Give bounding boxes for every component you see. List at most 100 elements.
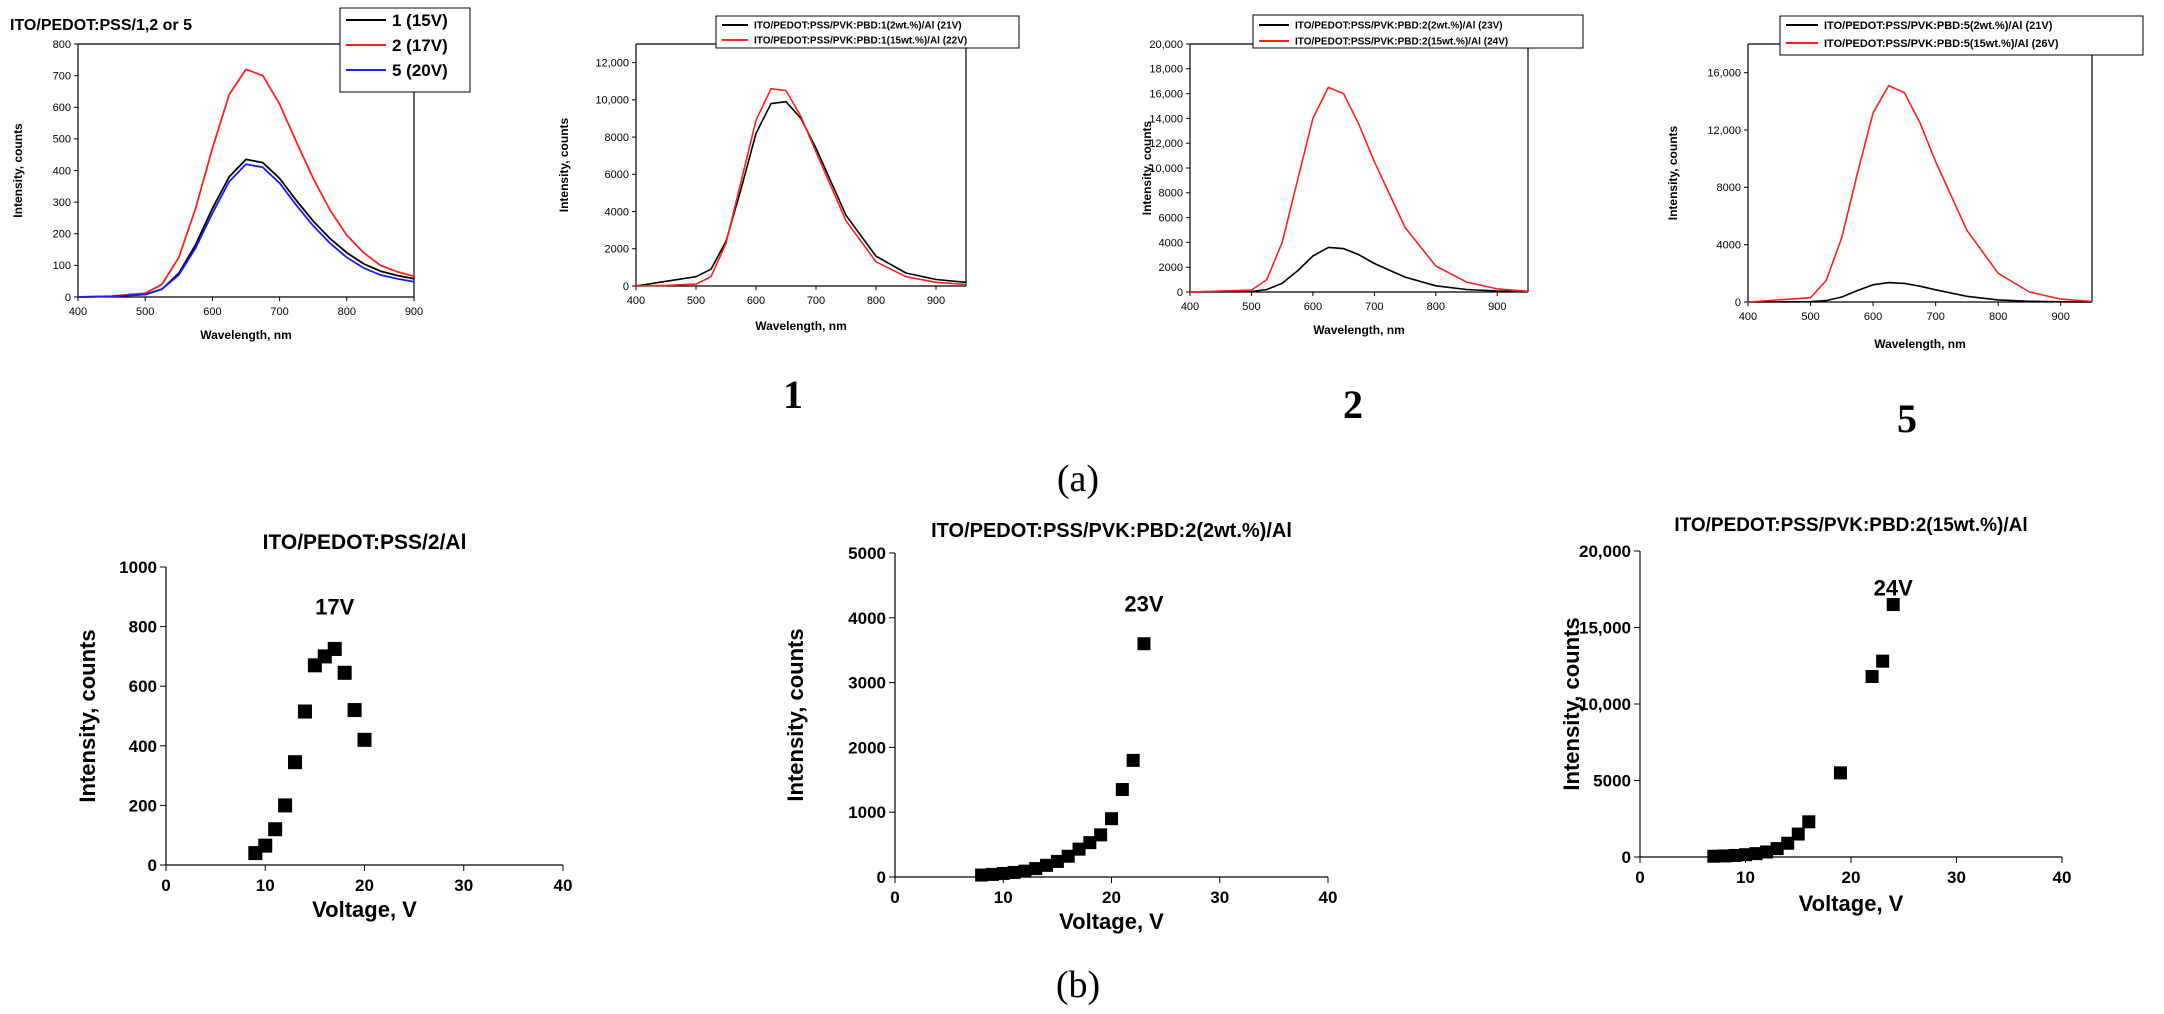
x-tick-label: 500: [136, 306, 154, 318]
data-point: [337, 665, 352, 680]
legend-box: [715, 15, 1020, 49]
x-tick-label: 600: [1304, 301, 1322, 313]
panel-b-label: (b): [1056, 964, 1100, 1006]
data-point: [1886, 598, 1900, 612]
y-tick-label: 500: [53, 134, 71, 146]
x-tick-label: 900: [2052, 311, 2070, 323]
x-tick-label: 10: [1736, 868, 1755, 887]
data-point: [1833, 766, 1847, 780]
y-tick-label: 6000: [605, 169, 629, 181]
y-tick-label: 100: [53, 260, 71, 272]
y-tick-label: 200: [129, 796, 157, 815]
y-tick-label: 5000: [848, 544, 886, 563]
data-point: [357, 732, 372, 747]
x-axis-label: Wavelength, nm: [1874, 337, 1966, 351]
x-axis-label: Voltage, V: [312, 897, 417, 922]
x-tick-label: 40: [1319, 888, 1338, 907]
data-point: [1749, 847, 1763, 861]
y-tick-label: 0: [1177, 287, 1183, 299]
data-point: [1717, 849, 1731, 863]
y-tick-label: 0: [1735, 297, 1741, 309]
legend-entry: ITO/PEDOT:PSS/PVK:PBD:2(2wt.%)/Al (23V): [1295, 21, 1503, 32]
y-tick-label: 12,000: [1149, 138, 1183, 150]
x-axis-label: Voltage, V: [1059, 909, 1164, 934]
x-tick-label: 0: [1635, 868, 1644, 887]
data-point: [1029, 862, 1043, 876]
x-tick-label: 400: [69, 306, 87, 318]
chart-title: ITO/PEDOT:PSS/1,2 or 5: [10, 17, 192, 34]
legend-entry: 1 (15V): [392, 11, 448, 30]
peak-voltage-annotation: 23V: [1124, 591, 1163, 616]
data-point: [1018, 864, 1032, 878]
x-tick-label: 700: [270, 306, 288, 318]
y-tick-label: 800: [53, 39, 71, 51]
x-tick-label: 700: [1926, 311, 1944, 323]
x-tick-label: 20: [1102, 888, 1121, 907]
x-tick-label: 400: [1739, 311, 1757, 323]
data-point: [1781, 836, 1795, 850]
chart-2: 400 500 600 700 800 900 0 2000 4000 6000 8000 10,00…: [557, 15, 1020, 333]
data-point: [985, 867, 999, 881]
legend-box: [1252, 14, 1584, 49]
x-tick-label: 30: [454, 876, 473, 895]
y-tick-label: 20,000: [1149, 39, 1183, 51]
data-point: [1061, 849, 1075, 863]
data-point: [258, 838, 273, 853]
chart-title: ITO/PEDOT:PSS/2/Al: [263, 531, 467, 554]
x-tick-label: 800: [867, 295, 885, 307]
y-tick-label: 400: [129, 737, 157, 756]
data-point: [1040, 858, 1054, 872]
y-tick-label: 600: [129, 677, 157, 696]
x-tick-label: 500: [1801, 311, 1819, 323]
x-tick-label: 900: [1488, 301, 1506, 313]
data-point: [1007, 865, 1021, 879]
y-tick-label: 4000: [1717, 240, 1741, 252]
y-tick-label: 16,000: [1707, 68, 1741, 80]
chart-4: 400 500 600 700 800 900 0 4000 8000 12,000 16,000 W…: [1666, 15, 2144, 351]
y-tick-label: 5000: [1593, 771, 1631, 790]
y-tick-label: 12,000: [1707, 125, 1741, 137]
x-tick-label: 20: [355, 876, 374, 895]
y-axis-label: Intensity, counts: [1666, 125, 1680, 220]
y-tick-label: 0: [65, 292, 71, 304]
y-tick-label: 400: [53, 165, 71, 177]
x-tick-label: 30: [1210, 888, 1229, 907]
y-tick-label: 4000: [848, 609, 886, 628]
x-axis-label: Wavelength, nm: [1313, 323, 1405, 337]
data-point: [1876, 654, 1890, 668]
sublabel-5: 5: [1897, 396, 1917, 441]
x-tick-label: 40: [2053, 868, 2072, 887]
y-axis-label: Intensity, counts: [11, 123, 25, 218]
peak-voltage-annotation: 17V: [315, 595, 354, 620]
y-tick-label: 10,000: [1149, 163, 1183, 175]
x-tick-label: 600: [747, 295, 765, 307]
y-axis-label: Intensity, counts: [75, 629, 100, 802]
y-axis-label: Intensity, counts: [1140, 120, 1154, 215]
y-tick-label: 18,000: [1149, 64, 1183, 76]
y-tick-label: 0: [623, 281, 629, 293]
x-tick-label: 700: [807, 295, 825, 307]
series-line-1: [1747, 281, 2093, 303]
y-tick-label: 10,000: [595, 95, 629, 107]
x-tick-label: 10: [256, 876, 275, 895]
legend-box: [339, 7, 471, 93]
x-tick-label: 30: [1947, 868, 1966, 887]
y-axis-label: Intensity, counts: [1559, 617, 1584, 790]
series-line-3: [77, 163, 415, 298]
y-tick-label: 8000: [605, 132, 629, 144]
series-line-1: [77, 158, 415, 298]
x-tick-label: 500: [1242, 301, 1260, 313]
x-axis-label: Voltage, V: [1799, 891, 1904, 916]
legend-box: [1779, 15, 2144, 56]
y-tick-label: 200: [53, 229, 71, 241]
chart-7: 0 10 20 30 40 0 5000 10,000 15,000 20,000 Voltage,…: [1559, 515, 2071, 916]
y-tick-label: 0: [148, 856, 157, 875]
y-tick-label: 3000: [848, 674, 886, 693]
x-tick-label: 600: [1864, 311, 1882, 323]
y-axis-label: Intensity, counts: [783, 628, 808, 801]
data-point: [327, 641, 342, 656]
y-tick-label: 20,000: [1579, 542, 1631, 561]
y-tick-label: 2000: [848, 738, 886, 757]
y-tick-label: 8000: [1159, 188, 1183, 200]
